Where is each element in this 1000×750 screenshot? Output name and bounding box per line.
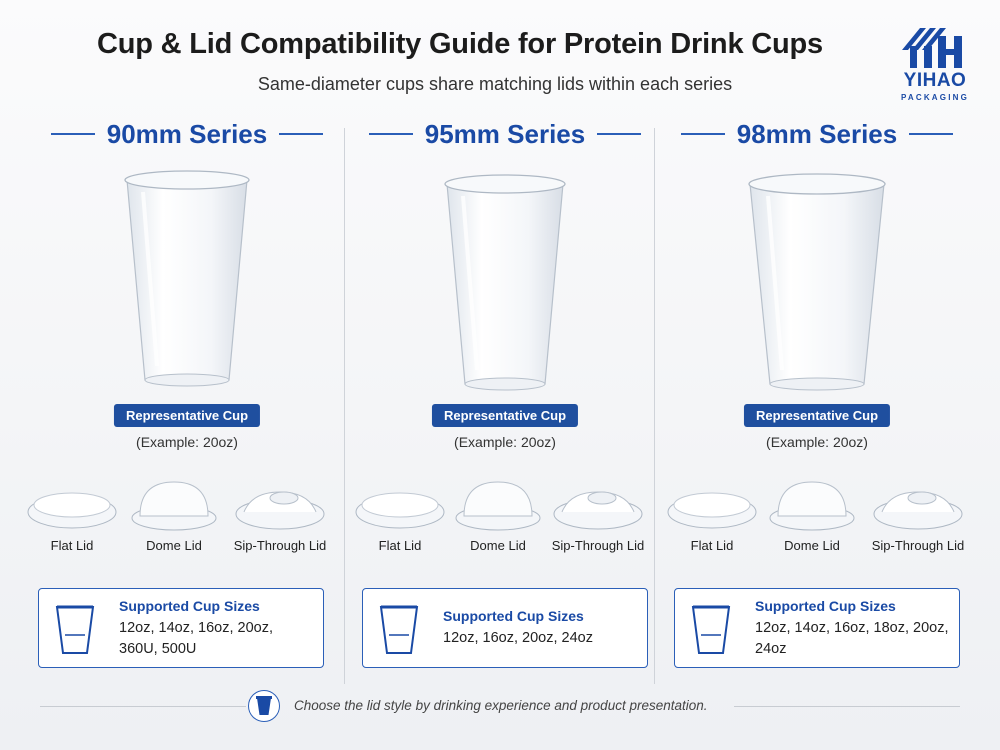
page-title: Cup & Lid Compatibility Guide for Protei… <box>97 28 823 60</box>
dome-lid: Dome Lid <box>762 478 862 553</box>
supported-sizes-list: 12oz, 14oz, 16oz, 18oz, 20oz, 24oz <box>755 620 949 657</box>
cup-icon <box>256 696 272 715</box>
dome-lid: Dome Lid <box>124 478 224 553</box>
lid-row: Flat Lid Dome Lid Sip-Through Lid <box>656 478 978 558</box>
logo-brand: YIHAO <box>903 70 967 91</box>
lid-label: Dome Lid <box>784 538 840 553</box>
representative-cup-image <box>444 174 566 391</box>
supported-sizes-list: 12oz, 16oz, 20oz, 24oz <box>443 630 593 646</box>
dome-lid-icon <box>769 481 855 531</box>
supported-sizes-box: Supported Cup Sizes 12oz, 14oz, 16oz, 18… <box>674 588 960 668</box>
footer-note: Choose the lid style by drinking experie… <box>294 698 708 713</box>
cup-icon <box>379 605 419 654</box>
footer-rule <box>40 706 246 707</box>
representative-example: (Example: 20oz) <box>454 434 556 450</box>
yihao-logo-icon <box>902 28 962 68</box>
cup-icon <box>691 605 731 654</box>
supported-sizes-box: Supported Cup Sizes 12oz, 16oz, 20oz, 24… <box>362 588 648 668</box>
representative-example: (Example: 20oz) <box>136 434 238 450</box>
heading-rule <box>279 133 324 135</box>
lid-row: Flat Lid Dome Lid Sip-Through Lid <box>26 478 348 558</box>
lid-label: Flat Lid <box>50 538 94 553</box>
logo-subtext: PACKAGING <box>900 93 970 102</box>
cup-icon <box>55 605 95 654</box>
flat-lid: Flat Lid <box>22 478 122 553</box>
lid-label: Sip-Through Lid <box>871 538 965 553</box>
series-name: 90mm Series <box>106 118 268 149</box>
representative-example: (Example: 20oz) <box>766 434 868 450</box>
heading-rule <box>368 133 413 135</box>
representative-cup-badge: Representative Cup <box>743 404 891 427</box>
series-heading: 98mm Series <box>656 118 978 150</box>
representative-cup-image <box>124 170 250 387</box>
series-95mm: 95mm Series Representative Cup (Example:… <box>344 118 666 680</box>
lid-label: Sip-Through Lid <box>551 538 645 553</box>
representative-cup-badge: Representative Cup <box>113 404 261 427</box>
series-name: 95mm Series <box>424 118 586 149</box>
sip-through-lid-icon <box>553 491 643 530</box>
lid-label: Sip-Through Lid <box>233 538 327 553</box>
supported-sizes-title: Supported Cup Sizes <box>443 608 584 624</box>
series-heading: 95mm Series <box>344 118 666 150</box>
flat-lid-icon <box>355 492 445 529</box>
column-divider <box>344 128 345 684</box>
supported-sizes-box: Supported Cup Sizes 12oz, 14oz, 16oz, 20… <box>38 588 324 668</box>
series-90mm: 90mm Series Representative Cup (Example:… <box>26 118 348 680</box>
lid-label: Dome Lid <box>470 538 526 553</box>
dome-lid-icon <box>131 481 217 531</box>
sip-through-lid-icon <box>235 491 325 530</box>
footer-cup-badge <box>248 690 280 722</box>
sip-through-lid: Sip-Through Lid <box>868 478 968 553</box>
dome-lid: Dome Lid <box>448 478 548 553</box>
dome-lid-icon <box>455 481 541 531</box>
series-heading: 90mm Series <box>26 118 348 150</box>
heading-rule <box>597 133 642 135</box>
flat-lid-icon <box>27 492 117 529</box>
page-subtitle: Same-diameter cups share matching lids w… <box>257 74 733 94</box>
lid-row: Flat Lid Dome Lid Sip-Through Lid <box>344 478 666 558</box>
column-divider <box>654 128 655 684</box>
footer-rule <box>734 706 960 707</box>
sip-through-lid: Sip-Through Lid <box>230 478 330 553</box>
series-98mm: 98mm Series Representative Cup (Example:… <box>656 118 978 680</box>
lid-label: Flat Lid <box>378 538 422 553</box>
lid-label: Dome Lid <box>146 538 202 553</box>
heading-rule <box>50 133 95 135</box>
series-name: 98mm Series <box>736 118 898 149</box>
representative-cup-badge: Representative Cup <box>431 404 579 427</box>
lid-label: Flat Lid <box>690 538 734 553</box>
supported-sizes-title: Supported Cup Sizes <box>755 598 896 614</box>
sip-through-lid-icon <box>873 491 963 530</box>
flat-lid: Flat Lid <box>662 478 762 553</box>
yihao-logo: YIHAO PACKAGING <box>880 22 990 102</box>
flat-lid: Flat Lid <box>350 478 450 553</box>
representative-cup-image <box>748 173 886 391</box>
sip-through-lid: Sip-Through Lid <box>548 478 648 553</box>
heading-rule <box>909 133 954 135</box>
flat-lid-icon <box>667 492 757 529</box>
heading-rule <box>680 133 725 135</box>
supported-sizes-list: 12oz, 14oz, 16oz, 20oz, 360U, 500U <box>119 620 273 657</box>
supported-sizes-title: Supported Cup Sizes <box>119 598 260 614</box>
